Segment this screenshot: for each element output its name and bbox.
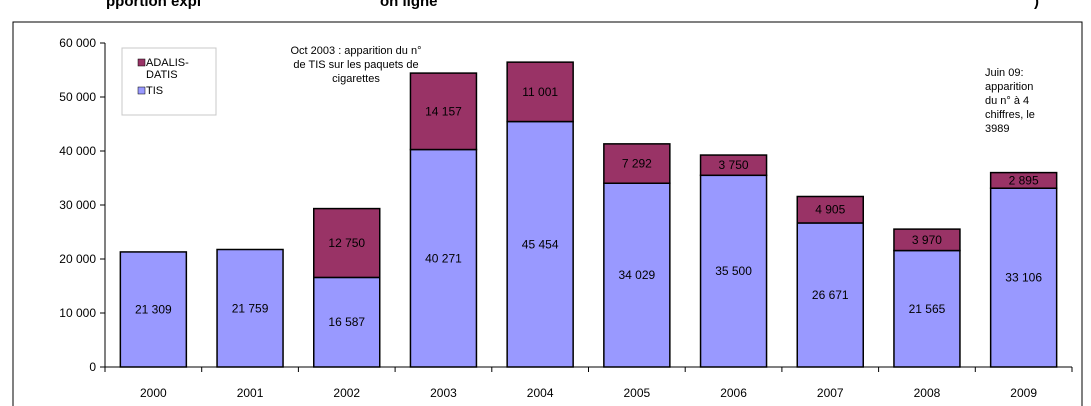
data-label-adalis-datis: 3 750	[719, 158, 749, 172]
data-label-tis: 21 309	[135, 302, 172, 316]
y-tick-label: 20 000	[59, 252, 96, 266]
legend-label-adalis-line2: DATIS	[146, 69, 178, 81]
data-label-tis: 45 454	[522, 237, 559, 251]
y-tick-label: 30 000	[59, 198, 96, 212]
bars	[119, 61, 1058, 368]
x-tick-label: 2008	[914, 386, 941, 400]
legend-box	[121, 47, 217, 116]
data-label-adalis-datis: 2 895	[1009, 173, 1039, 187]
y-tick-label: 0	[89, 360, 96, 374]
bar-tis	[603, 182, 671, 368]
data-label-tis: 35 500	[715, 264, 752, 278]
x-tick-label: 2006	[720, 386, 747, 400]
bar-tis	[506, 120, 574, 368]
bar-tis	[313, 276, 381, 368]
data-label-tis: 21 759	[232, 301, 269, 315]
x-tick-label: 2004	[527, 386, 554, 400]
bar-adalis-datis	[409, 72, 478, 151]
legend-label-adalis-line1: ADALIS-	[146, 57, 189, 69]
data-label-adalis-datis: 4 905	[815, 203, 845, 217]
bar-tis	[989, 187, 1058, 368]
annotation-oct-2003-line3: cigarettes	[332, 73, 380, 85]
bar-adalis-datis	[796, 195, 864, 224]
annotation-juin-09-line1: Juin 09:	[985, 67, 1024, 79]
x-tick-label: 2007	[817, 386, 844, 400]
y-tick-label: 50 000	[59, 90, 96, 104]
bar-tis	[119, 251, 188, 368]
chart-title-right: )	[1034, 0, 1039, 10]
y-tick-label: 40 000	[59, 144, 96, 158]
bar-tis	[893, 249, 961, 368]
x-tick-label: 2002	[333, 386, 360, 400]
annotation-oct-2003-line1: Oct 2003 : apparition du n°	[291, 45, 422, 57]
data-label-adalis-datis: 14 157	[425, 104, 462, 118]
x-tick-label: 2009	[1010, 386, 1037, 400]
annotation-juin-09-line2: apparition	[985, 81, 1033, 93]
bar-tis	[699, 174, 768, 368]
bar-adalis-datis	[506, 61, 574, 123]
bar-tis	[796, 222, 864, 368]
y-tick-label: 60 000	[59, 36, 96, 50]
annotation-juin-09: Juin 09: apparition du n° à 4 chiffres, …	[985, 67, 1035, 135]
x-tick-label: 2000	[140, 386, 167, 400]
y-axis: 0 10 000 20 000 30 000 40 000 50 000 60 000	[59, 36, 106, 374]
chart-title-left: pportion expl	[106, 0, 201, 10]
annotation-oct-2003-line2: de TIS sur les paquets de	[293, 59, 418, 71]
annotation-juin-09-line3: du n° à 4	[985, 95, 1029, 107]
data-label-tis: 34 029	[618, 268, 655, 282]
bar-adalis-datis	[989, 171, 1058, 189]
data-label-tis: 33 106	[1005, 271, 1042, 285]
legend-label-tis: TIS	[146, 85, 163, 97]
annotation-juin-09-line5: 3989	[985, 123, 1009, 135]
data-label-tis: 26 671	[812, 288, 849, 302]
legend-swatch-adalis	[137, 58, 146, 67]
annotation-oct-2003: Oct 2003 : apparition du n° de TIS sur l…	[291, 45, 422, 85]
bar-tis	[216, 248, 284, 368]
y-tick-label: 10 000	[59, 306, 96, 320]
data-label-adalis-datis: 11 001	[522, 85, 558, 99]
x-tick-label: 2003	[430, 386, 457, 400]
chart-title-mid: on ligne	[380, 0, 438, 10]
bar-adalis-datis	[313, 207, 381, 279]
data-labels: 21 309 21 759 16 587 12 750 40 271 14 157 45 4…	[135, 85, 1042, 329]
x-tick-label: 2005	[623, 386, 650, 400]
data-label-tis: 21 565	[909, 302, 946, 316]
data-label-tis: 40 271	[425, 251, 462, 265]
data-label-adalis-datis: 3 970	[912, 233, 942, 247]
bar-adalis-datis	[699, 154, 768, 177]
bar-tis	[409, 148, 478, 368]
legend: ADALIS- DATIS TIS	[121, 47, 217, 116]
bar-adalis-datis	[603, 143, 671, 184]
data-label-adalis-datis: 7 292	[622, 157, 652, 171]
x-tick-label: 2001	[237, 386, 264, 400]
bar-adalis-datis	[893, 228, 961, 252]
annotation-juin-09-line4: chiffres, le	[985, 109, 1035, 121]
legend-swatch-tis	[137, 86, 146, 95]
data-label-tis: 16 587	[328, 315, 365, 329]
data-label-adalis-datis: 12 750	[328, 236, 365, 250]
